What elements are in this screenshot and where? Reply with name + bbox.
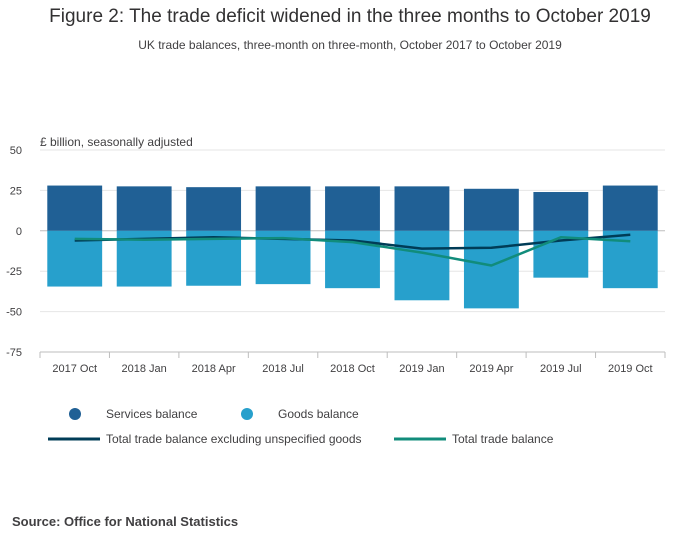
chart-subtitle: UK trade balances, three-month on three-… [138,38,562,52]
bar-services-balance [602,185,658,231]
y-tick-label: -50 [6,307,22,319]
y-tick-label: 50 [10,145,22,157]
x-tick-label: 2018 Oct [330,363,375,375]
x-tick-label: 2018 Apr [192,363,236,375]
legend-swatch-services-balance [69,408,81,420]
x-tick-label: 2018 Jul [262,363,304,375]
bar-services-balance [255,186,311,231]
x-tick-label: 2019 Jan [399,363,444,375]
y-tick-label: 0 [16,226,22,238]
x-tick-label: 2019 Oct [608,363,653,375]
y-tick-label: -25 [6,266,22,278]
source-note: Source: Office for National Statistics [12,514,239,529]
line-total-trade-balance [74,236,631,267]
legend-label-services-balance: Services balance [106,407,198,421]
legend-label-total-trade-balance: Total trade balance [452,432,554,446]
x-tick-label: 2019 Jul [540,363,582,375]
y-axis-label: £ billion, seasonally adjusted [40,135,193,149]
bar-services-balance [463,188,519,231]
legend-label-total-trade-balance-excluding-unspecified-goods: Total trade balance excluding unspecifie… [106,432,362,446]
legend-swatch-goods-balance [241,408,253,420]
bar-services-balance [186,187,242,231]
bar-services-balance [325,186,380,231]
x-tick-label: 2019 Apr [469,363,513,375]
y-tick-label: 25 [10,185,22,197]
bar-goods-balance [394,230,450,301]
bar-services-balance [47,185,103,231]
bar-services-balance [533,192,589,231]
legend-label-goods-balance: Goods balance [278,407,359,421]
x-tick-label: 2018 Jan [122,363,167,375]
bar-goods-balance [463,230,519,309]
x-tick-label: 2017 Oct [52,363,97,375]
y-tick-label: -75 [6,347,22,359]
bar-services-balance [116,186,172,231]
chart-title: Figure 2: The trade deficit widened in t… [49,6,651,27]
bar-services-balance [394,186,450,231]
